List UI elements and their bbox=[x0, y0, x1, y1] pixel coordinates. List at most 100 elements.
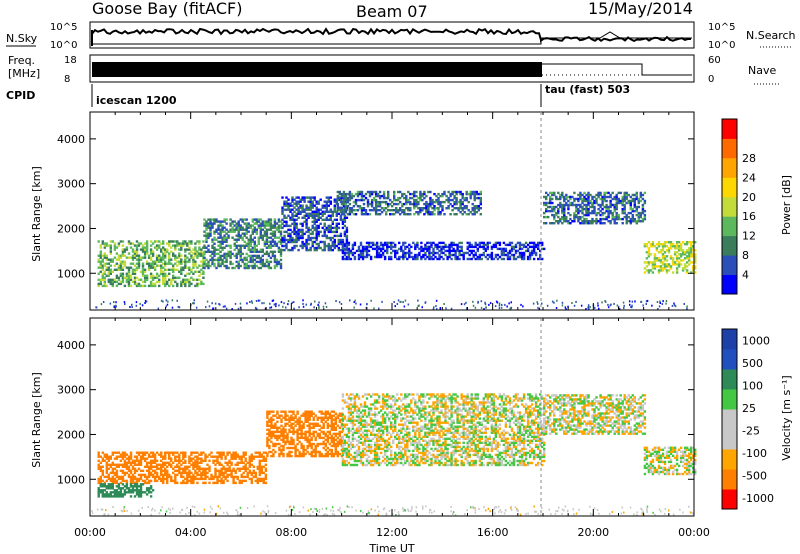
heatmap-cell bbox=[420, 245, 423, 249]
heatmap-cell bbox=[119, 455, 123, 458]
heatmap-cell bbox=[261, 224, 264, 227]
heatmap-cell bbox=[172, 270, 175, 273]
heatmap-cell bbox=[260, 459, 263, 462]
heatmap-cell bbox=[342, 202, 346, 206]
heatmap-cell bbox=[248, 459, 251, 462]
heatmap-cell bbox=[470, 245, 473, 249]
heatmap-cell bbox=[465, 190, 468, 194]
heatmap-cell bbox=[335, 244, 338, 248]
heatmap-cell bbox=[251, 256, 254, 260]
heatmap-cell bbox=[269, 220, 273, 223]
heatmap-cell bbox=[282, 452, 285, 456]
heatmap-cell bbox=[103, 264, 106, 267]
heatmap-cell bbox=[315, 236, 318, 240]
heatmap-cell bbox=[125, 481, 129, 485]
heatmap-cell bbox=[593, 199, 596, 203]
heatmap-cell bbox=[317, 214, 320, 217]
heatmap-cell bbox=[145, 250, 149, 253]
heatmap-cell bbox=[289, 236, 292, 240]
heatmap-cell bbox=[172, 252, 175, 255]
heatmap-cell bbox=[477, 205, 480, 208]
heatmap-cell bbox=[349, 251, 353, 255]
heatmap-cell bbox=[325, 234, 328, 238]
heatmap-cell bbox=[237, 232, 240, 235]
heatmap-cell bbox=[385, 202, 388, 206]
heatmap-cell bbox=[462, 251, 465, 255]
heatmap-cell bbox=[230, 471, 233, 475]
heatmap-cell bbox=[595, 213, 598, 217]
heatmap-cell bbox=[488, 241, 491, 245]
heatmap-cell bbox=[615, 215, 618, 219]
heatmap-cell bbox=[101, 274, 104, 277]
heatmap-cell bbox=[205, 228, 208, 231]
heatmap-cell bbox=[271, 232, 275, 235]
heatmap-cell bbox=[220, 481, 223, 485]
heatmap-cell bbox=[486, 253, 489, 257]
heatmap-cell bbox=[599, 220, 602, 223]
heatmap-cell bbox=[622, 301, 625, 304]
heatmap-cell bbox=[198, 457, 201, 460]
heatmap-cell bbox=[484, 249, 487, 253]
heatmap-cell bbox=[279, 266, 283, 270]
heatmap-cell bbox=[137, 477, 141, 481]
heatmap-cell bbox=[420, 247, 423, 251]
heatmap-cell bbox=[284, 412, 287, 415]
heatmap-cell bbox=[437, 211, 440, 214]
heatmap-cell bbox=[139, 258, 143, 261]
heatmap-cell bbox=[303, 196, 306, 199]
heatmap-cell bbox=[471, 207, 474, 210]
heatmap-cell bbox=[665, 271, 669, 274]
heatmap-cell bbox=[685, 269, 689, 272]
heatmap-cell bbox=[686, 307, 688, 310]
heatmap-cell bbox=[625, 215, 628, 219]
heatmap-cell bbox=[133, 495, 137, 498]
heatmap-cell bbox=[308, 442, 311, 446]
heatmap-cell bbox=[473, 211, 476, 214]
heatmap-cell bbox=[127, 465, 131, 468]
heatmap-cell bbox=[591, 197, 594, 201]
heatmap-cell bbox=[454, 249, 457, 253]
heatmap-cell bbox=[356, 209, 360, 212]
heatmap-cell bbox=[289, 204, 292, 207]
heatmap-cell bbox=[241, 236, 244, 239]
heatmap-cell bbox=[299, 210, 302, 213]
heatmap-cell bbox=[135, 258, 139, 261]
heatmap-cell bbox=[188, 282, 191, 286]
heatmap-cell bbox=[267, 252, 271, 256]
heatmap-cell bbox=[149, 495, 153, 498]
heatmap-cell bbox=[137, 266, 141, 269]
heatmap-cell bbox=[655, 257, 659, 260]
freq-units: [MHz] bbox=[8, 67, 40, 80]
heatmap-cell bbox=[217, 232, 220, 235]
heatmap-cell bbox=[681, 249, 685, 252]
heatmap-cell bbox=[673, 253, 677, 256]
heatmap-cell bbox=[273, 230, 277, 233]
heatmap-cell bbox=[591, 209, 594, 213]
heatmap-cell bbox=[326, 416, 329, 419]
heatmap-cell bbox=[251, 220, 254, 223]
heatmap-cell bbox=[447, 196, 450, 200]
heatmap-cell bbox=[247, 248, 250, 251]
heatmap-cell bbox=[414, 257, 417, 261]
heatmap-cell bbox=[419, 194, 422, 198]
heatmap-cell bbox=[318, 424, 321, 427]
heatmap-cell bbox=[395, 209, 398, 212]
heatmap-cell bbox=[381, 247, 385, 251]
heatmap-cell bbox=[496, 241, 500, 245]
heatmap-cell bbox=[376, 205, 380, 208]
heatmap-cell bbox=[301, 228, 304, 232]
heatmap-cell bbox=[213, 220, 216, 223]
heatmap-cell bbox=[609, 209, 612, 213]
heatmap-cell bbox=[178, 244, 181, 247]
heatmap-cell bbox=[103, 246, 106, 249]
heatmap-cell bbox=[688, 249, 691, 252]
heatmap-cell bbox=[158, 254, 161, 257]
heatmap-cell bbox=[545, 215, 548, 219]
heatmap-cell bbox=[213, 262, 216, 266]
heatmap-cell bbox=[302, 446, 305, 450]
heatmap-cell bbox=[368, 192, 372, 196]
heatmap-cell bbox=[333, 240, 336, 244]
heatmap-cell bbox=[328, 452, 331, 456]
heatmap-cell bbox=[372, 207, 376, 210]
heatmap-cell bbox=[233, 230, 236, 233]
